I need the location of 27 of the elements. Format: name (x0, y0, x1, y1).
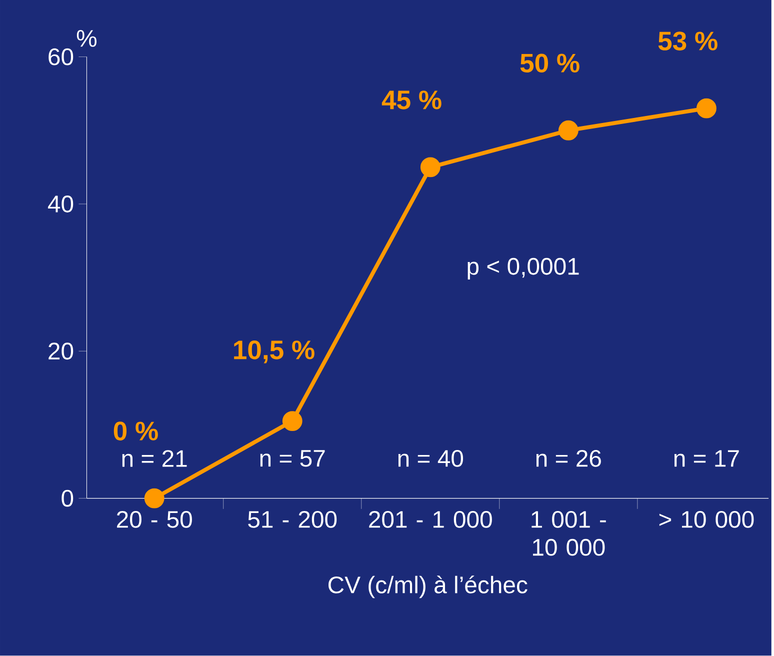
data-label: 10,5 % (234, 340, 314, 364)
point (558, 120, 578, 140)
y-tick-label: 0 (62, 490, 74, 507)
x-tick-label: 20 - 50 (116, 511, 192, 528)
annotation: n = 17 (674, 450, 739, 467)
y-tick-label: 40 (48, 196, 74, 213)
x-axis-title: CV (c/ml) à l’échec (328, 576, 528, 598)
annotation: p < 0,0001 (468, 258, 579, 280)
annotation: n = 40 (398, 450, 464, 468)
data-label: 50 % (520, 54, 580, 73)
x-tick-label: 1 001 - 10 000 (532, 511, 606, 556)
point (144, 488, 164, 508)
annotation: n = 57 (260, 450, 325, 467)
point (420, 157, 440, 178)
point (696, 98, 716, 118)
data-label: 0 % (114, 422, 158, 441)
x-tick-label: 51 - 200 (248, 511, 337, 528)
x-tick-label: 201 - 1 000 (369, 511, 492, 528)
point (282, 411, 302, 432)
data-label: 45 % (382, 90, 442, 110)
y-tick-label: 20 (48, 342, 74, 360)
annotation: n = 26 (536, 450, 601, 468)
y-tick-label: 60 (48, 48, 74, 66)
y-axis-title: % (76, 30, 96, 47)
x-tick-label: > 10 000 (659, 511, 754, 528)
data-label: 53 % (658, 32, 718, 51)
annotation: n = 21 (122, 450, 187, 467)
